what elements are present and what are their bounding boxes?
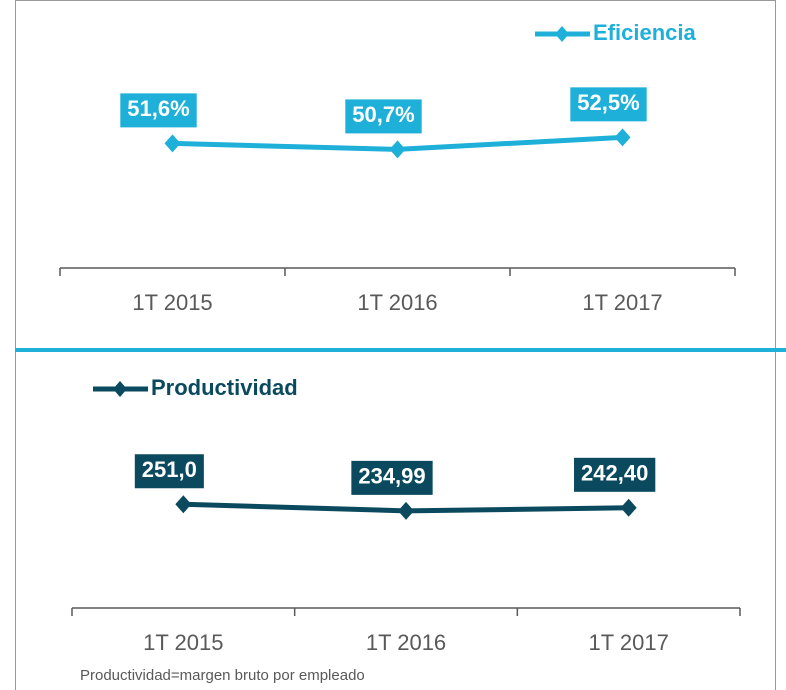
legend-marker (113, 381, 127, 397)
legend-label: Productividad (151, 375, 298, 400)
marker (620, 498, 637, 517)
data-label-box (120, 93, 197, 128)
x-tick-label: 1T 2017 (582, 290, 662, 315)
marker (614, 128, 631, 147)
legend-marker (555, 26, 569, 42)
data-label: 51,6% (127, 96, 189, 121)
data-label-box (570, 87, 647, 122)
footnote: Productividad=margen bruto por empleado (80, 667, 365, 684)
data-label-box (345, 99, 422, 134)
data-label: 50,7% (352, 102, 414, 127)
data-label-box (351, 460, 433, 495)
legend-label: Eficiencia (593, 20, 696, 45)
data-label: 242,40 (581, 461, 648, 486)
x-tick-label: 1T 2017 (588, 630, 668, 655)
data-label: 251,0 (142, 457, 197, 482)
marker (389, 140, 406, 159)
x-tick-label: 1T 2015 (143, 630, 223, 655)
data-label: 234,99 (358, 464, 425, 489)
x-tick-label: 1T 2016 (357, 290, 437, 315)
x-tick-label: 1T 2015 (132, 290, 212, 315)
x-tick-label: 1T 2016 (366, 630, 446, 655)
data-label-box (574, 457, 656, 492)
marker (175, 495, 192, 514)
data-label: 52,5% (577, 90, 639, 115)
marker (398, 501, 414, 520)
data-label-box (134, 454, 204, 489)
marker (164, 134, 181, 153)
